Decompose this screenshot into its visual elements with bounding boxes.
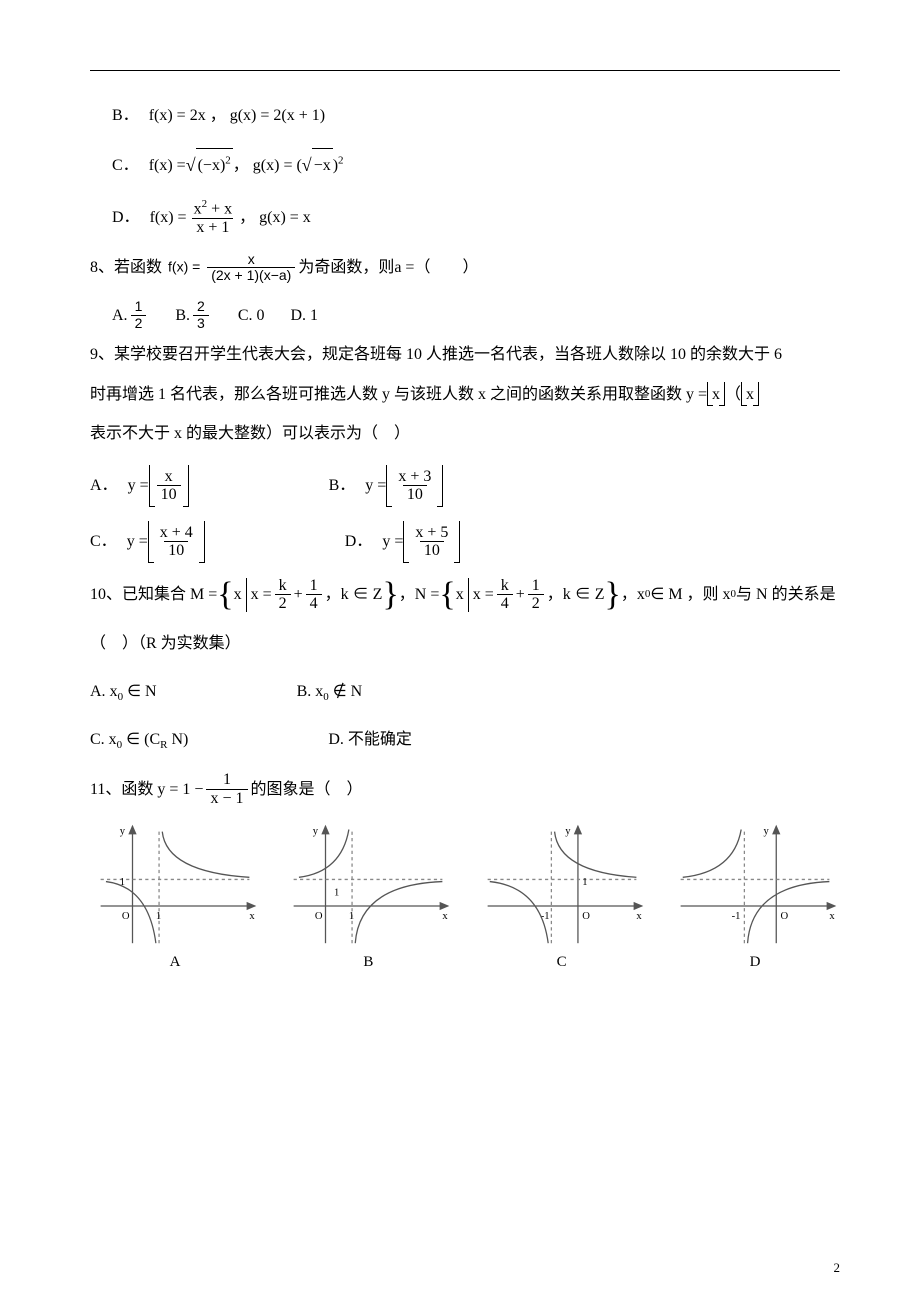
set-brace: { x x = k2 + 14 ，k ∈ Z } [217,577,399,613]
svg-text:O: O [780,911,788,922]
top-rule [90,70,840,71]
q7-option-c: C． f(x) = (−x)2 ， g(x) = ( −x )2 [112,147,840,185]
q8-options: A. 12 B. 23 C. 0 D. 1 [112,299,840,333]
q9-stem-line2: 时再增选 1 名代表，那么各班可推选人数 y 与该班人数 x 之间的函数关系用取… [90,378,840,412]
svg-text:x: x [636,911,642,922]
svg-text:y: y [763,826,769,837]
svg-text:O: O [582,911,590,922]
graph-b: O x y 1 1 B [283,821,453,971]
svg-text:x: x [443,911,449,922]
floor-bracket: x + 510 [403,521,460,563]
q8-stem: 8、若函数 f(x) = x (2x + 1)(x−a) 为奇函数，则a =（ … [90,251,840,285]
graph-c: O x y -1 1 C [477,821,647,971]
svg-text:O: O [315,911,323,922]
svg-text:x: x [829,911,835,922]
svg-text:1: 1 [582,877,587,888]
svg-text:O: O [122,911,130,922]
fraction: 1 x − 1 [206,771,247,807]
q10-options-row1: A. x0 ∈ N B. x0 ∉ N [90,675,840,709]
q7-option-d: D． f(x) = x2 + x x + 1 ， g(x) = x [112,198,840,237]
svg-text:y: y [313,826,319,837]
sqrt-icon: −x [302,147,333,185]
set-brace: { x x = k4 + 12 ，k ∈ Z } [439,577,621,613]
sqrt-icon: (−x)2 [186,147,233,185]
q9-stem-line3: 表示不大于 x 的最大整数）可以表示为（ ） [90,417,840,451]
svg-text:y: y [565,826,571,837]
svg-text:1: 1 [156,911,161,922]
floor-bracket: x [741,382,759,406]
q10-options-row2: C. x0 ∈ (CR N) D. 不能确定 [90,723,840,757]
graph-label: A [90,954,260,971]
q9-options-row1: A． y = x10 B． y = x + 310 [90,465,840,507]
svg-text:1: 1 [349,911,354,922]
page-number: 2 [834,1260,841,1276]
floor-bracket: x10 [149,465,189,507]
q10-paren: （ ）（R 为实数集） [90,627,840,661]
floor-bracket: x + 310 [386,465,443,507]
q9-options-row2: C． y = x + 410 D． y = x + 510 [90,521,840,563]
graph-label: D [670,954,840,971]
q7-option-b: B． f(x) = 2x ， g(x) = 2(x + 1) [112,99,840,133]
fraction: x2 + x x + 1 [190,198,237,237]
svg-text:y: y [120,826,126,837]
svg-text:x: x [249,911,255,922]
graph-d: O x y -1 D [670,821,840,971]
graph-a: O x y 1 1 A [90,821,260,971]
q11-stem: 11、函数 y = 1 − 1 x − 1 的图象是（ ） [90,771,840,807]
svg-text:1: 1 [334,888,339,899]
floor-bracket: x + 410 [148,521,205,563]
q9-stem-line1: 9、某学校要召开学生代表大会，规定各班每 10 人推选一名代表，当各班人数除以 … [90,338,840,372]
floor-bracket: x [707,382,725,406]
graph-label: C [477,954,647,971]
graph-label: B [283,954,453,971]
q10-stem: 10、已知集合 M = { x x = k2 + 14 ，k ∈ Z } ，N … [90,577,840,613]
svg-text:-1: -1 [732,911,741,922]
q11-graphs: O x y 1 1 A O x y 1 1 [90,821,840,971]
